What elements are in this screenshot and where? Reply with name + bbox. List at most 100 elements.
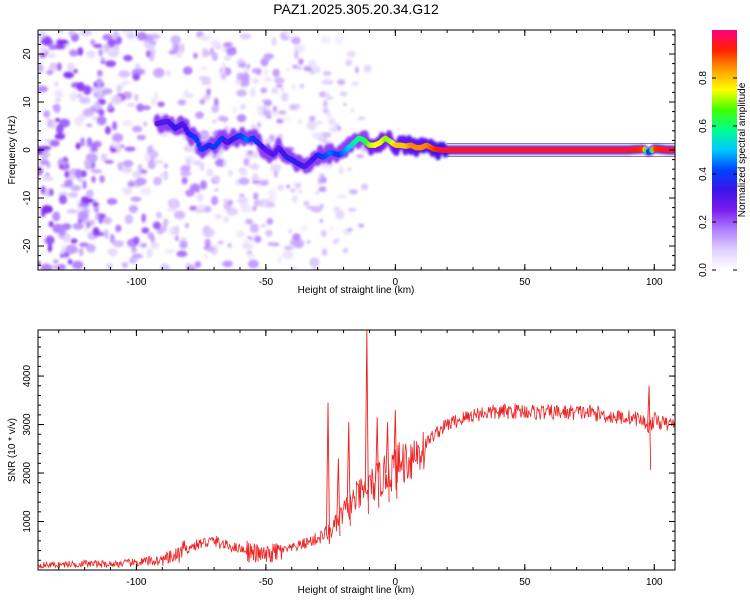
noise-blob: [264, 138, 273, 145]
noise-blob: [320, 35, 331, 45]
noise-blob: [70, 238, 78, 244]
noise-blob: [299, 83, 305, 89]
noise-blob: [223, 55, 230, 61]
noise-blob: [238, 63, 247, 68]
noise-blob: [265, 53, 272, 61]
noise-blob: [124, 146, 136, 152]
noise-blob: [363, 64, 372, 73]
noise-blob: [49, 188, 54, 197]
noise-blob: [144, 152, 151, 162]
noise-blob: [311, 121, 316, 126]
noise-blob: [275, 84, 283, 88]
noise-blob: [46, 69, 54, 76]
noise-blob: [217, 240, 224, 245]
noise-blob: [250, 163, 259, 171]
noise-blob: [86, 243, 96, 253]
noise-blob: [96, 91, 104, 97]
noise-blob: [67, 31, 76, 36]
noise-blob: [69, 91, 78, 102]
noise-blob: [186, 264, 196, 270]
noise-blob: [199, 35, 211, 42]
noise-blob: [54, 117, 61, 123]
noise-blob: [239, 78, 250, 87]
noise-blob: [239, 193, 245, 198]
noise-blob: [194, 186, 201, 193]
noise-blob: [212, 119, 217, 124]
noise-blob: [39, 46, 48, 54]
ridge-core-cell: [194, 137, 200, 144]
noise-blob: [176, 250, 188, 258]
snr-x-tick-label: 0: [393, 577, 399, 588]
noise-blob: [325, 95, 334, 100]
noise-blob: [75, 142, 81, 150]
noise-blob: [59, 226, 66, 237]
noise-blob: [179, 43, 185, 54]
noise-blob: [121, 80, 130, 86]
snr-background: [38, 330, 675, 570]
noise-blob: [48, 44, 57, 51]
noise-blob: [289, 188, 296, 193]
noise-blob: [136, 31, 147, 41]
noise-blob: [132, 125, 143, 133]
noise-blob: [43, 110, 50, 118]
noise-blob: [346, 50, 356, 58]
noise-blob: [293, 238, 305, 249]
noise-blob: [222, 260, 234, 268]
noise-blob: [137, 163, 143, 172]
noise-blob: [141, 227, 150, 234]
noise-blob: [57, 39, 69, 45]
noise-blob: [153, 176, 162, 186]
noise-blob: [146, 35, 153, 42]
noise-blob: [236, 229, 245, 238]
noise-blob: [268, 188, 277, 197]
noise-blob: [180, 170, 192, 176]
noise-blob: [77, 177, 83, 183]
noise-blob: [189, 205, 197, 211]
noise-blob: [82, 108, 94, 117]
noise-blob: [174, 225, 180, 236]
spectrogram-x-tick-label: -100: [126, 277, 146, 288]
noise-blob: [58, 164, 66, 170]
noise-blob: [228, 169, 233, 178]
noise-blob: [146, 248, 153, 259]
noise-blob: [47, 52, 57, 59]
noise-blob: [322, 71, 332, 76]
noise-blob: [174, 235, 179, 242]
noise-blob: [66, 62, 75, 73]
noise-blob: [280, 86, 285, 92]
noise-blob: [163, 163, 169, 169]
noise-blob: [272, 164, 282, 169]
noise-blob: [175, 52, 183, 58]
noise-blob: [127, 180, 136, 188]
noise-blob: [179, 240, 188, 249]
noise-blob: [131, 246, 137, 253]
noise-blob: [315, 190, 320, 195]
noise-blob: [259, 179, 269, 186]
noise-blob: [337, 126, 342, 131]
noise-blob: [319, 91, 326, 98]
noise-blob: [98, 48, 103, 57]
noise-blob: [186, 158, 191, 167]
noise-blob: [243, 66, 250, 74]
noise-blob: [122, 159, 134, 168]
noise-blob: [153, 67, 165, 78]
noise-blob: [168, 50, 177, 55]
noise-blob: [348, 207, 357, 212]
noise-blob: [316, 120, 323, 125]
snr-panel: -100 -50 0 50 100 1000 2000 3000 4000 Height of…: [7, 329, 676, 596]
noise-blob: [184, 222, 190, 229]
noise-blob: [265, 229, 273, 237]
snr-spike: [385, 422, 390, 503]
noise-blob: [303, 200, 310, 206]
noise-blob: [298, 58, 304, 65]
noise-blob: [206, 88, 211, 96]
snr-y-label: SNR (10 * v/v): [7, 418, 18, 482]
noise-blob: [292, 195, 298, 203]
snr-spike: [375, 417, 380, 508]
noise-blob: [338, 165, 344, 175]
noise-blob: [249, 87, 256, 98]
noise-blob: [58, 194, 68, 205]
noise-blob: [113, 44, 120, 53]
noise-blob: [317, 177, 322, 185]
